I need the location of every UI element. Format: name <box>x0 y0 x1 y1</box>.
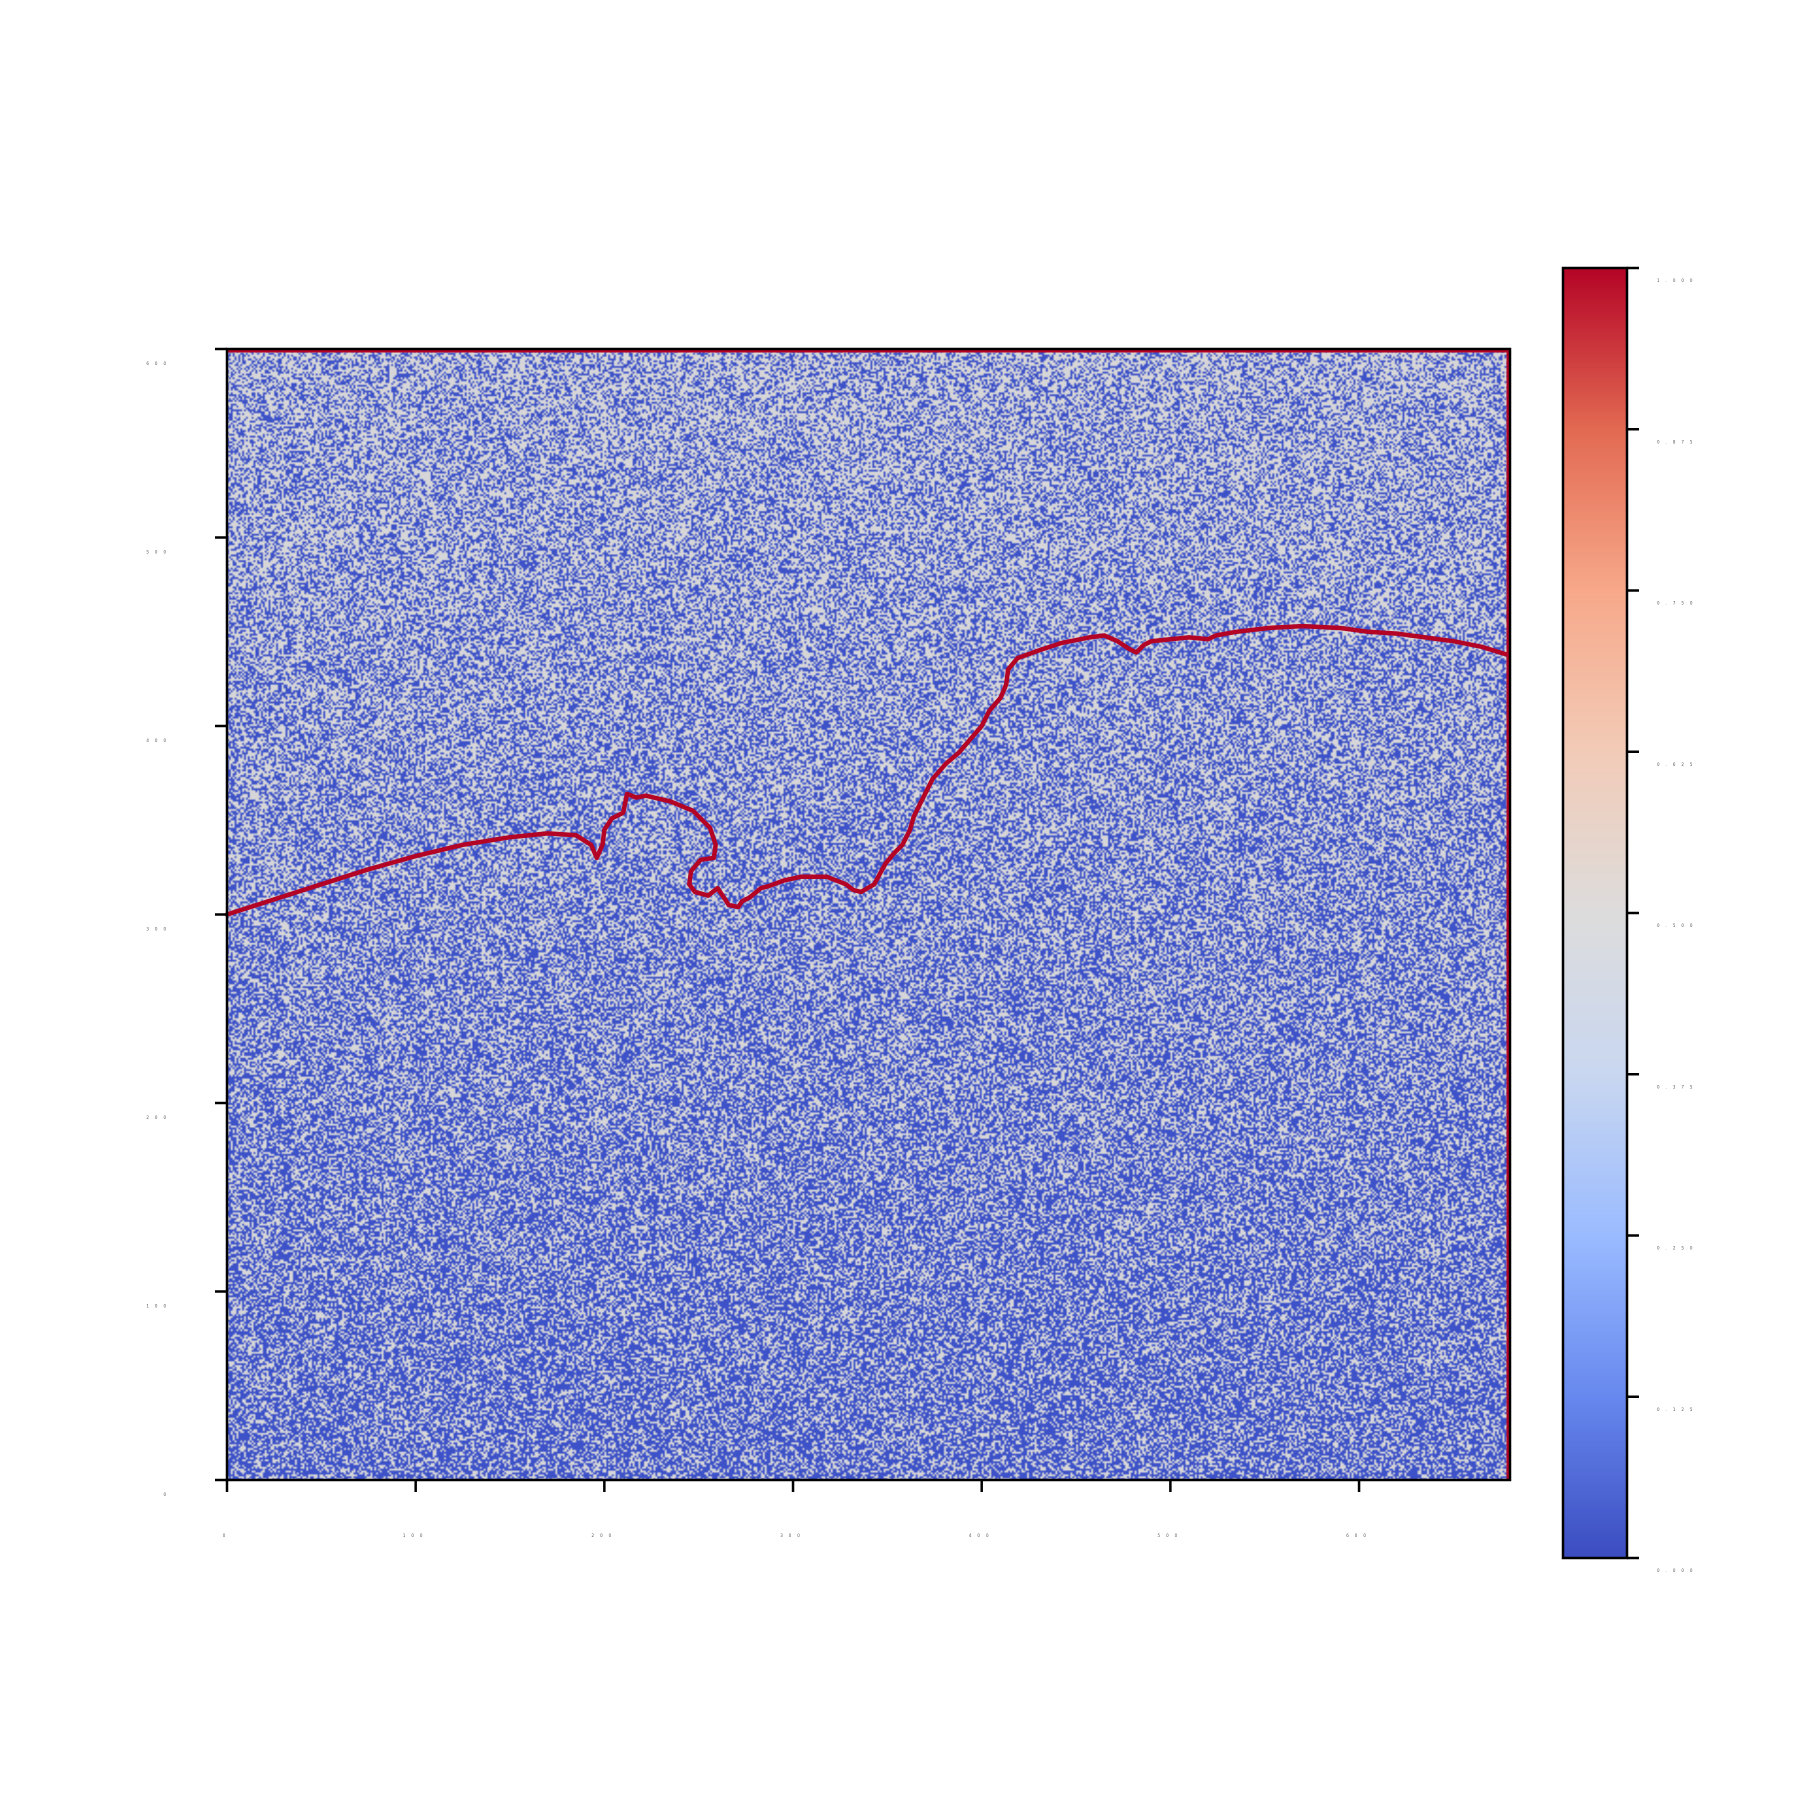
x-tick-label: 500 <box>1158 1533 1184 1538</box>
plot-frame <box>225 347 1512 1482</box>
x-tick-label: 200 <box>592 1533 618 1538</box>
colorbar-tick-label: 0.375 <box>1657 1084 1698 1089</box>
boundary-contour <box>224 623 1509 917</box>
x-tick-label: 0 <box>223 1533 232 1538</box>
y-tick-label: 500 <box>146 550 172 555</box>
y-tick-label: 300 <box>146 927 172 932</box>
colorbar-tick-label: 0.750 <box>1657 601 1698 606</box>
colorbar-tick-label: 0.875 <box>1657 439 1698 444</box>
heatmap-grid <box>227 349 1510 1480</box>
x-tick-label: 400 <box>969 1533 995 1538</box>
colorbar-tick-label: 1.000 <box>1657 278 1698 283</box>
x-tick-label: 100 <box>403 1533 429 1538</box>
y-axis: 0 100 200 300 400 500 600 <box>146 347 227 1497</box>
colorbar-tick-label: 0.625 <box>1657 762 1698 767</box>
x-tick-label: 600 <box>1346 1533 1372 1538</box>
colorbar: 0.000 0.125 0.250 0.375 0.500 0.625 0.750 0.875… <box>1561 266 1698 1573</box>
y-tick-label: 200 <box>146 1115 172 1120</box>
y-tick-label: 100 <box>146 1304 172 1309</box>
boundary-layer <box>224 349 1510 1480</box>
y-tick-label: 600 <box>146 361 172 366</box>
y-tick-label: 0 <box>163 1492 172 1497</box>
colorbar-tick-label: 0.000 <box>1657 1568 1698 1573</box>
x-tick-label: 300 <box>780 1533 806 1538</box>
x-axis: 0 100 200 300 400 500 600 <box>223 1480 1372 1538</box>
y-tick-label: 400 <box>146 738 172 743</box>
colorbar-gradient <box>1561 266 1629 1560</box>
colorbar-tick-label: 0.250 <box>1657 1246 1698 1251</box>
colorbar-tick-label: 0.125 <box>1657 1407 1698 1412</box>
colorbar-tick-label: 0.500 <box>1657 923 1698 928</box>
